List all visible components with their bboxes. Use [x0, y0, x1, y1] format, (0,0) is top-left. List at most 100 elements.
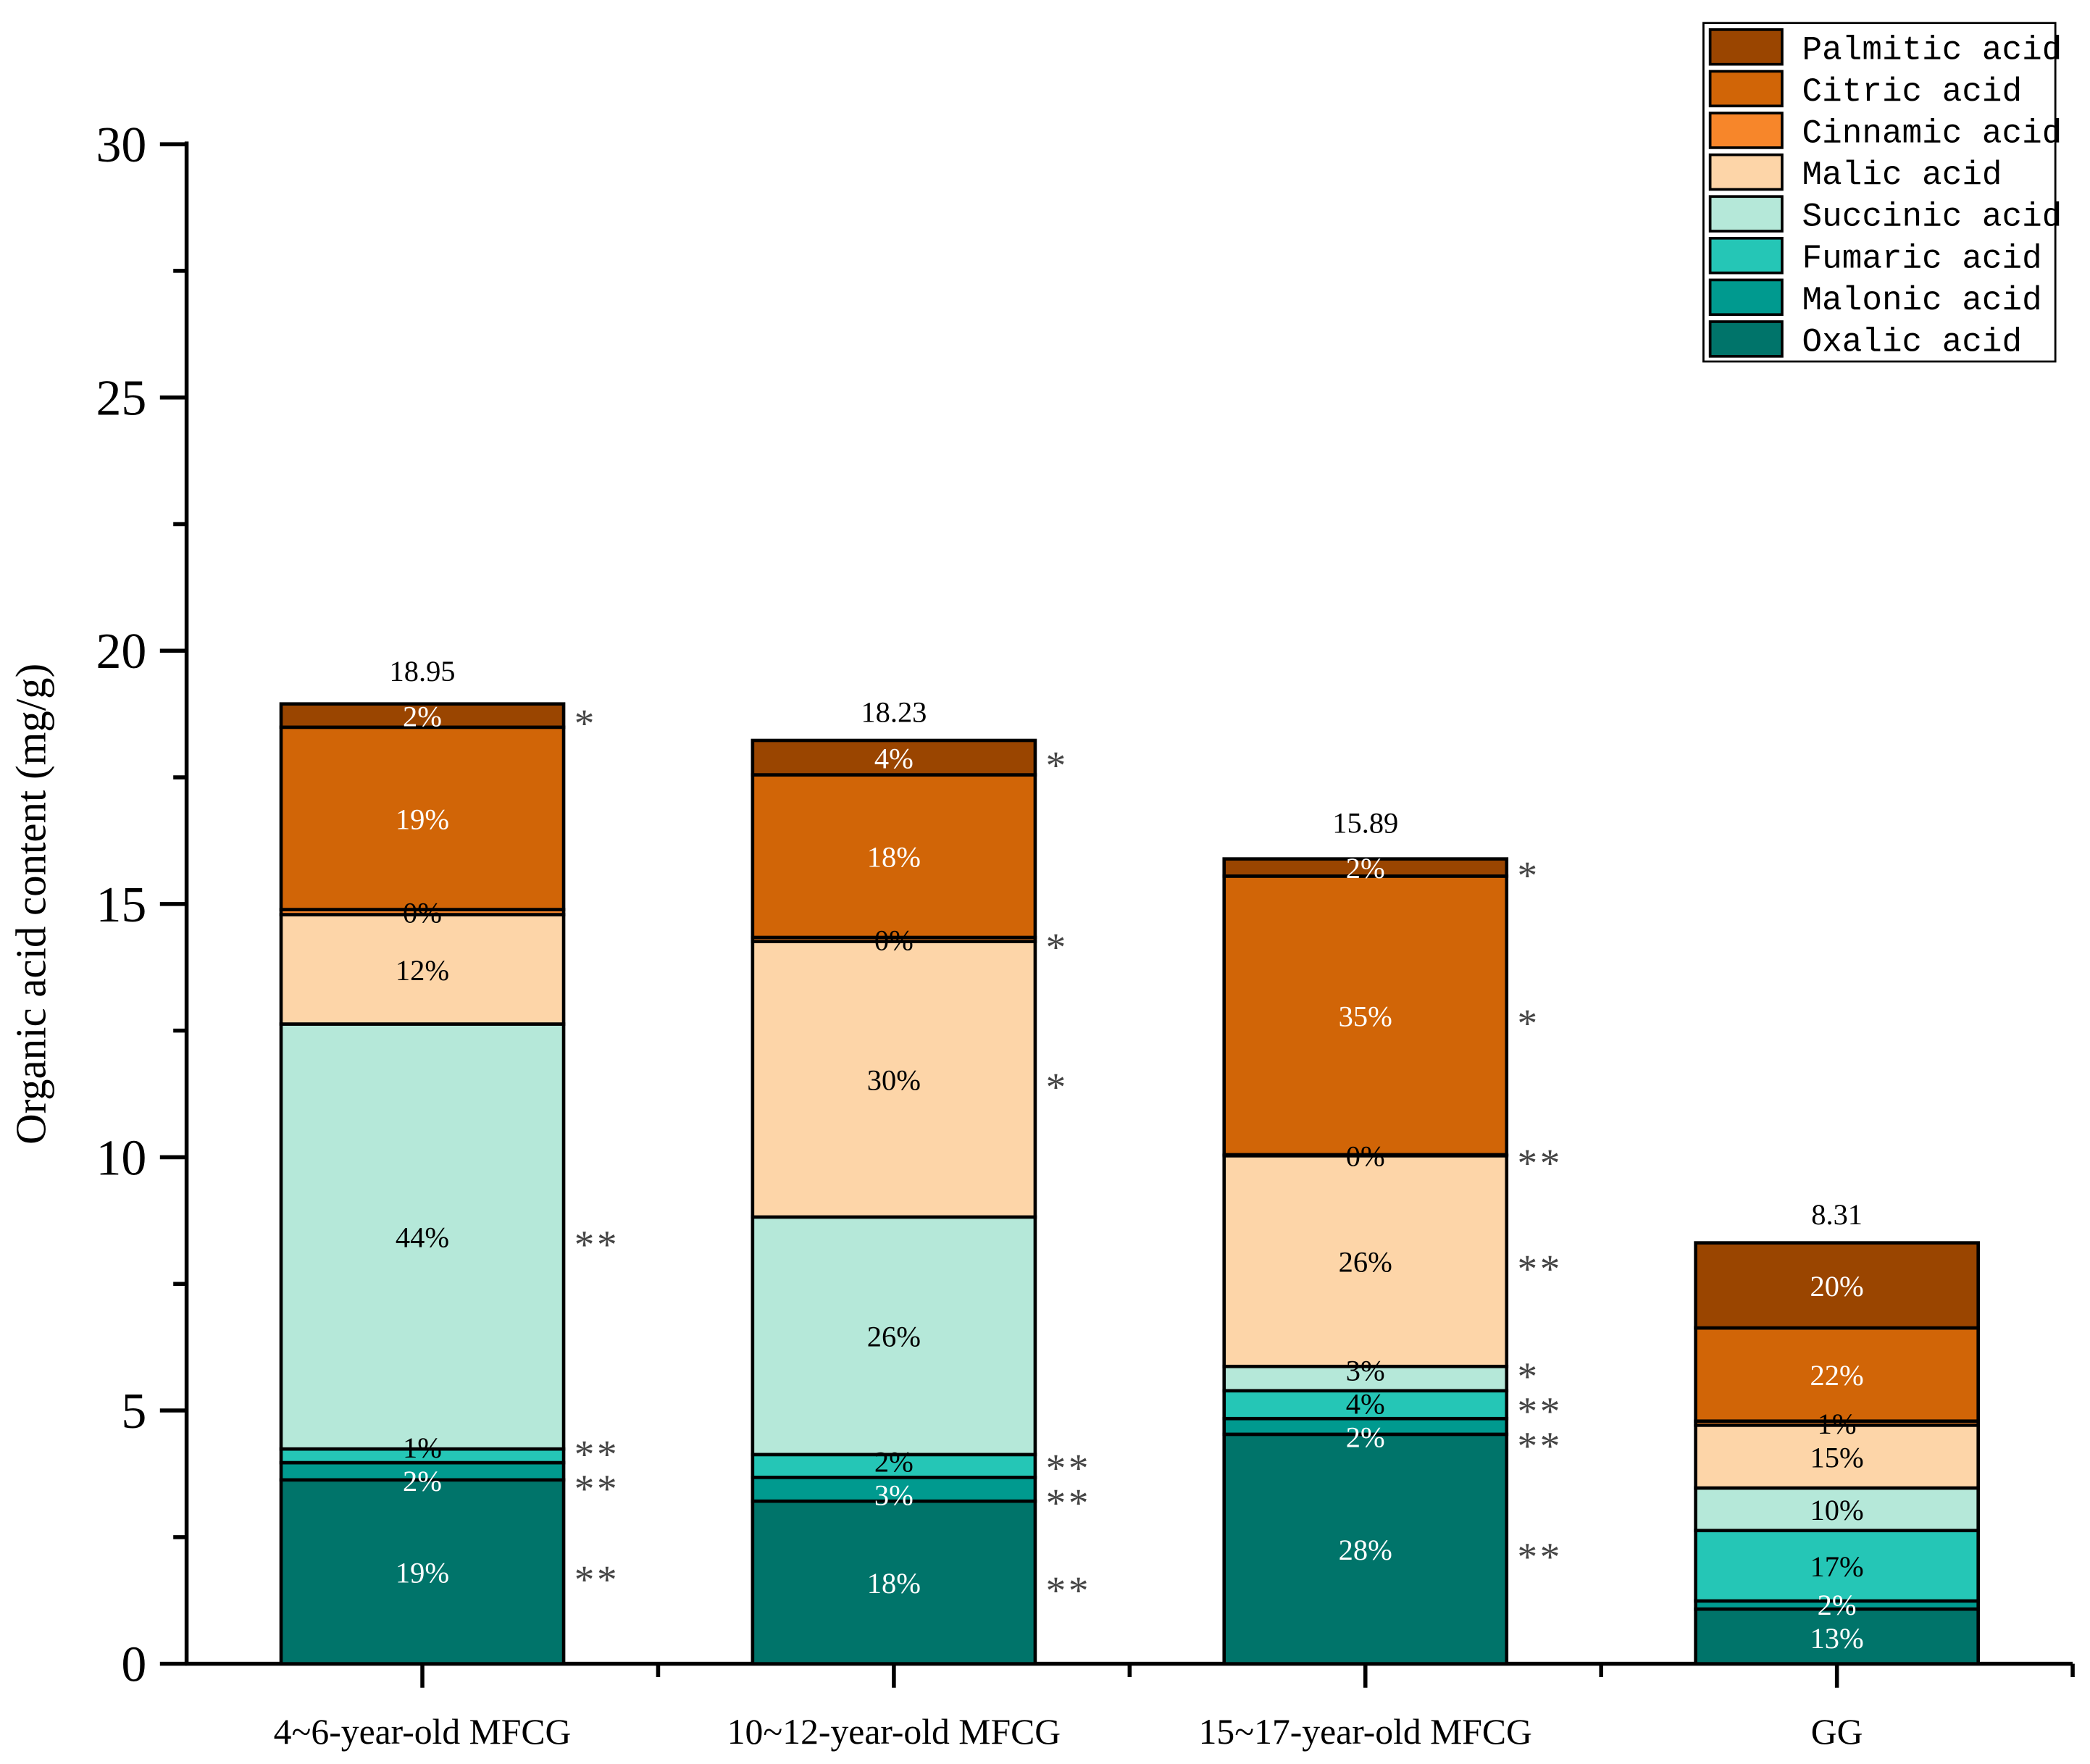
legend-swatch — [1708, 320, 1784, 358]
percent-label: 2% — [1346, 1421, 1385, 1454]
bar-segment — [1694, 1424, 1980, 1490]
percent-label: 17% — [1810, 1550, 1864, 1583]
x-tick-label: GG — [1811, 1712, 1863, 1752]
legend-label: Palmitic acid — [1802, 31, 2062, 69]
percent-label: 4% — [874, 743, 914, 775]
legend-swatch — [1708, 153, 1784, 191]
bar-segment — [751, 773, 1037, 940]
percent-label: 18% — [867, 841, 921, 874]
bar-stack: 2%19%0%12%44%1%2%19%*********18.95 — [279, 655, 620, 1665]
significance-marker: * — [1046, 743, 1069, 787]
percent-label: 30% — [867, 1063, 921, 1096]
significance-marker: ** — [574, 1467, 620, 1511]
significance-marker: * — [1518, 1355, 1540, 1399]
y-tick-label: 10 — [96, 1130, 146, 1186]
percent-label: 20% — [1810, 1270, 1864, 1303]
bar-segment — [1694, 1326, 1980, 1424]
bar-segment — [279, 1478, 566, 1665]
percent-label: 44% — [396, 1221, 449, 1254]
significance-marker: ** — [574, 1432, 620, 1476]
bar-segment — [1222, 1154, 1509, 1368]
legend: Palmitic acid Citric acid Cinnamic acid Mal… — [1702, 22, 2062, 363]
bar-stack: 4%18%0%30%26%2%3%18%*********18.23 — [751, 695, 1092, 1665]
significance-marker: * — [1046, 1065, 1069, 1109]
legend-swatch — [1708, 195, 1784, 233]
legend-swatch — [1708, 278, 1784, 317]
significance-marker: ** — [1046, 1481, 1092, 1525]
legend-swatch — [1708, 28, 1784, 66]
percent-label: 19% — [396, 1556, 449, 1589]
percent-label: 13% — [1810, 1622, 1864, 1655]
legend-swatch — [1708, 70, 1784, 108]
percent-label: 26% — [867, 1321, 921, 1353]
x-tick-label: 4~6-year-old MFCG — [274, 1712, 572, 1752]
percent-label: 26% — [1339, 1245, 1392, 1278]
significance-marker: ** — [1518, 1424, 1563, 1468]
bar-segment — [751, 738, 1037, 777]
percent-label: 2% — [874, 1445, 914, 1478]
bar-segment — [279, 725, 566, 911]
percent-label: 28% — [1339, 1534, 1392, 1566]
y-tick-label: 30 — [96, 117, 146, 173]
significance-marker: * — [1518, 853, 1540, 898]
percent-label: 35% — [1339, 1000, 1392, 1032]
bar-segment — [1222, 857, 1509, 878]
bar-segment — [751, 1476, 1037, 1503]
significance-marker: ** — [574, 1558, 620, 1602]
bar-segment — [279, 702, 566, 730]
significance-marker: ** — [1518, 1535, 1563, 1579]
significance-marker: * — [1518, 1001, 1540, 1045]
percent-label: 4% — [1346, 1388, 1385, 1421]
percent-label: 3% — [1346, 1355, 1385, 1387]
percent-label: 18% — [867, 1567, 921, 1600]
bar-segment — [1694, 1607, 1980, 1665]
legend-label: Fumaric acid — [1802, 240, 2042, 277]
percent-label: 0% — [1346, 1140, 1385, 1172]
legend-label: Oxalic acid — [1802, 323, 2023, 361]
bar-stack: 20% 22% 1%15% 10% 17% 2%13% 8.31 — [1694, 1198, 1980, 1665]
total-label: 18.95 — [389, 655, 455, 687]
y-tick-label: 5 — [121, 1384, 146, 1439]
y-tick-label: 0 — [121, 1637, 146, 1693]
legend-label: Citric acid — [1802, 73, 2023, 111]
percent-label: 0% — [403, 897, 442, 929]
bar-segment — [751, 1499, 1037, 1665]
significance-marker: ** — [1518, 1247, 1563, 1291]
y-tick-label: 25 — [96, 371, 146, 427]
percent-label: 22% — [1810, 1359, 1864, 1392]
percent-label: 1% — [1818, 1408, 1857, 1440]
bar-segment — [1222, 1432, 1509, 1665]
bar-segment — [1222, 1364, 1509, 1393]
significance-marker: ** — [1518, 1389, 1563, 1433]
legend-label: Succinic acid — [1802, 198, 2062, 236]
total-label: 15.89 — [1332, 807, 1398, 840]
y-axis-label: Organic acid content (mg/g) — [8, 664, 55, 1145]
significance-marker: ** — [574, 1222, 620, 1266]
total-label: 18.23 — [861, 695, 927, 728]
x-tick-label: 15~17-year-old MFCG — [1199, 1712, 1532, 1752]
total-label: 8.31 — [1811, 1198, 1863, 1231]
percent-label: 0% — [874, 924, 914, 957]
percent-label: 3% — [874, 1479, 914, 1511]
y-tick-label: 15 — [96, 877, 146, 933]
y-tick-label: 20 — [96, 624, 146, 680]
legend-label: Cinnamic acid — [1802, 115, 2062, 153]
percent-label: 12% — [396, 954, 449, 987]
percent-label: 10% — [1810, 1494, 1864, 1526]
percent-label: 2% — [403, 1465, 442, 1497]
bar-segment — [751, 1215, 1037, 1457]
significance-marker: * — [1046, 925, 1069, 969]
percent-label: 15% — [1810, 1441, 1864, 1474]
percent-label: 2% — [1818, 1589, 1857, 1621]
percent-label: 1% — [403, 1431, 442, 1464]
percent-label: 2% — [403, 700, 442, 732]
bar-segment — [1694, 1241, 1980, 1330]
bars: 2%19%0%12%44%1%2%19%*********18.954%18%0… — [279, 655, 1980, 1665]
significance-marker: ** — [1518, 1141, 1563, 1185]
bar-stack: 2%35%0%26%3%4%2%28%*************15.89 — [1222, 807, 1563, 1665]
bar-segment — [1222, 874, 1509, 1157]
percent-label: 2% — [1346, 852, 1385, 885]
legend-label: Malonic acid — [1802, 282, 2042, 319]
x-tick-label: 10~12-year-old MFCG — [727, 1712, 1061, 1752]
